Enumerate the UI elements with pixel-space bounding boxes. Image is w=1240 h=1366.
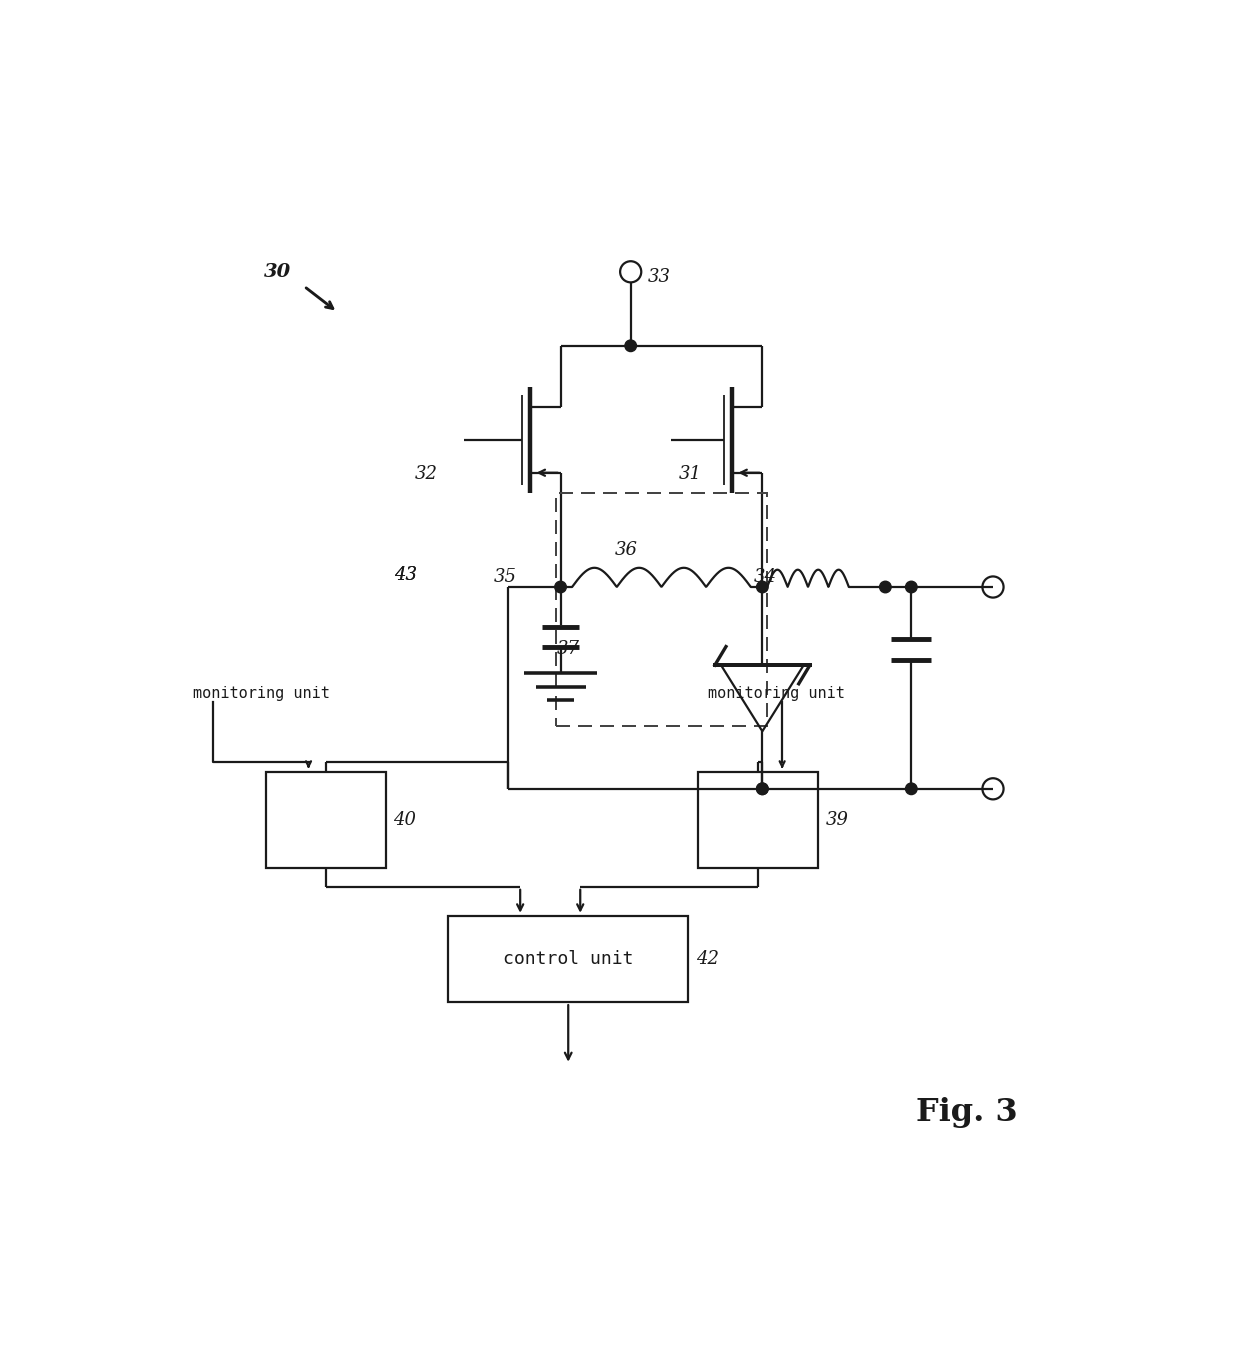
Bar xyxy=(556,493,768,727)
Text: 42: 42 xyxy=(696,949,719,968)
Text: 34: 34 xyxy=(754,568,776,586)
Text: 35: 35 xyxy=(495,568,517,586)
Circle shape xyxy=(625,340,636,351)
Text: 39: 39 xyxy=(826,810,848,829)
Bar xyxy=(448,915,688,1003)
Circle shape xyxy=(905,783,918,795)
Text: 33: 33 xyxy=(649,268,671,285)
Text: 40: 40 xyxy=(393,810,417,829)
Circle shape xyxy=(756,582,768,593)
Text: 43: 43 xyxy=(394,566,418,583)
Circle shape xyxy=(905,582,918,593)
Text: 37: 37 xyxy=(557,639,579,657)
Bar xyxy=(265,772,386,867)
Bar xyxy=(698,772,818,867)
Circle shape xyxy=(879,582,892,593)
Text: 32: 32 xyxy=(414,464,438,482)
Text: 36: 36 xyxy=(614,541,637,560)
Circle shape xyxy=(756,783,768,795)
Circle shape xyxy=(554,582,567,593)
Text: monitoring unit: monitoring unit xyxy=(193,686,330,701)
Text: 31: 31 xyxy=(678,464,702,482)
Text: Fig. 3: Fig. 3 xyxy=(916,1097,1018,1128)
Text: 30: 30 xyxy=(264,262,291,281)
Circle shape xyxy=(756,783,768,795)
Text: monitoring unit: monitoring unit xyxy=(708,686,844,701)
Text: 43: 43 xyxy=(394,566,418,583)
Text: control unit: control unit xyxy=(503,949,634,968)
